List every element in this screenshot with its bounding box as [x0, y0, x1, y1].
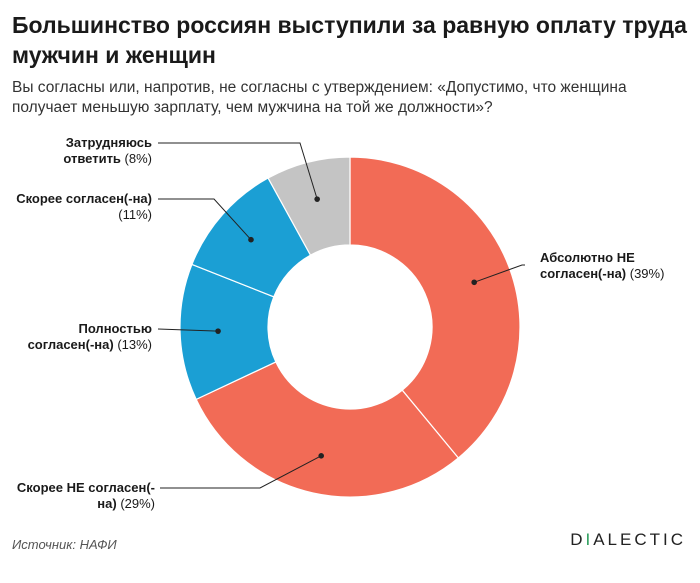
leader-dot-1 — [471, 279, 477, 286]
leader-line-1 — [474, 264, 525, 283]
dialectic-logo: DIALECTIC — [570, 530, 686, 549]
slice-labels: Абсолютно НЕ согласен(-на) (39%) Скорее НЕ… — [16, 135, 664, 511]
donut-slices — [179, 156, 521, 498]
slice-1 — [349, 156, 521, 459]
chart-title: Большинство россиян выступили за равную … — [12, 12, 687, 68]
slice-label-2: Скорее НЕ согласен(-на) (29%) — [17, 480, 155, 511]
leader-line-4 — [158, 198, 252, 241]
slice-label-3: Полностью согласен(-на) (13%) — [28, 321, 152, 352]
slice-label-5: Затрудняюсь ответить (8%) — [63, 135, 152, 166]
leader-dot-4 — [248, 236, 254, 243]
leader-dot-5 — [314, 196, 320, 202]
leader-line-3 — [157, 328, 219, 332]
slice-5 — [267, 156, 351, 256]
logo-accent: I — [585, 530, 594, 549]
leader-dot-2 — [318, 453, 325, 459]
slice-2 — [195, 361, 460, 498]
chart-subtitle: Вы согласны или, напротив, не согласны с… — [12, 79, 627, 116]
slice-label-1: Абсолютно НЕ согласен(-на) (39%) — [540, 250, 664, 281]
leader-lines — [157, 142, 525, 489]
leader-line-5 — [158, 142, 318, 200]
leader-dot-3 — [215, 328, 221, 334]
source-note: Источник: НАФИ — [12, 537, 117, 552]
slice-label-4: Скорее согласен(-на) (11%) — [16, 191, 152, 222]
leader-line-2 — [160, 455, 322, 489]
